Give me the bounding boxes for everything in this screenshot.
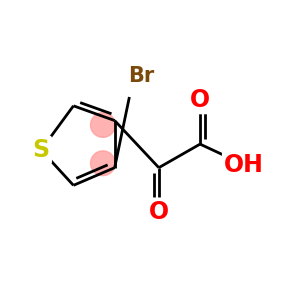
Text: O: O [149,200,169,224]
Text: S: S [32,138,50,162]
Text: Br: Br [128,66,154,86]
Text: O: O [190,88,210,112]
Text: OH: OH [224,153,264,177]
Circle shape [91,112,115,137]
Circle shape [91,151,115,176]
